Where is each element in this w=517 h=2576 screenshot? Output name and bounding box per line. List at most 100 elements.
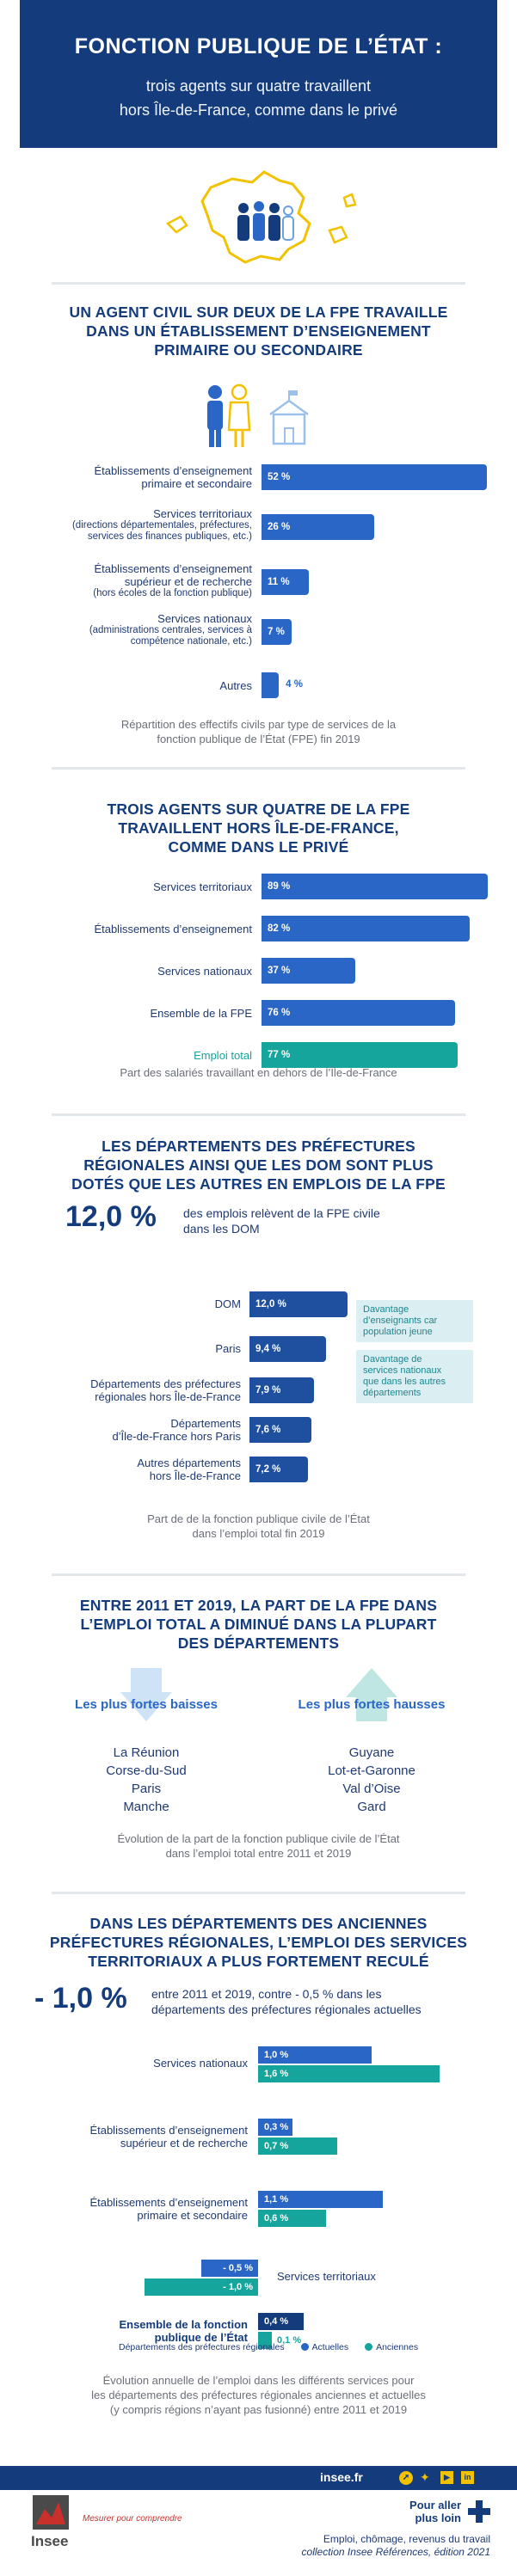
bar-value-label: 76 % — [268, 1008, 291, 1018]
bar-label: Paris — [34, 1342, 241, 1355]
youtube-icon[interactable]: ▶ — [440, 2471, 453, 2484]
bar-value-label: - 1,0 % — [223, 2282, 253, 2292]
label-line: Services nationaux — [157, 612, 252, 625]
bar: 77 % — [262, 1042, 458, 1068]
bar-value-label: 89 % — [268, 881, 291, 892]
text-line: dans les DOM — [183, 1222, 260, 1236]
highest-title: Les plus fortes hausses — [298, 1697, 446, 1712]
bar-value-label: 37 % — [268, 966, 291, 976]
section5-big-text: entre 2011 et 2019, contre - 0,5 % dans … — [151, 1986, 422, 2017]
bar-value-label: 7,2 % — [255, 1464, 281, 1475]
label-line: Services territoriaux — [153, 507, 252, 520]
caption-line: fonction publique de l’État (FPE) fin 20… — [157, 733, 360, 745]
label-line: Paris — [215, 1342, 241, 1355]
insee-tagline: Mesurer pour comprendre — [83, 2514, 182, 2524]
bar: 82 % — [262, 916, 471, 941]
bar-value-label: 1,1 % — [264, 2194, 289, 2205]
bar: - 0,5 % — [201, 2260, 258, 2277]
reference[interactable]: Emploi, chômage, revenus du travail coll… — [258, 2533, 490, 2559]
title-line: COMME DANS LE PRIVÉ — [168, 838, 349, 856]
caption-line: Répartition des effectifs civils par typ… — [120, 718, 397, 731]
bar-label: Services nationaux — [34, 2057, 248, 2070]
bar: 7,6 % — [249, 1417, 312, 1443]
bar: 89 % — [262, 874, 488, 899]
bar — [262, 672, 280, 698]
section5-caption: Évolution annuelle de l’emploi dans les … — [52, 2373, 465, 2417]
site-link[interactable]: insee.fr — [320, 2470, 363, 2484]
label-line: Départements des préfectures — [90, 1377, 241, 1390]
page-subtitle: trois agents sur quatre travaillent hors… — [20, 74, 497, 122]
reference-line: collection Insee Références, édition 202… — [301, 2546, 490, 2558]
label-line: Services territoriaux — [277, 2270, 376, 2283]
note-teachers: Davantage d’enseignants car population j… — [356, 1300, 473, 1342]
bar-label: Services territoriaux (directions départe… — [34, 507, 252, 543]
bar-value-label: 9,4 % — [255, 1344, 281, 1354]
label-line: Services nationaux — [153, 2057, 248, 2070]
bar-label: Ensemble de la fonction publique de l’Éta… — [34, 2318, 248, 2344]
france-map-illustration — [165, 170, 357, 264]
title-line: RÉGIONALES AINSI QUE LES DOM SONT PLUS — [83, 1156, 434, 1174]
label-line: Autres — [219, 679, 252, 692]
label-line: publique de l’État — [154, 2331, 248, 2344]
legend-former-swatch — [365, 2343, 373, 2351]
bar: - 1,0 % — [145, 2279, 258, 2296]
title-line: PRIMAIRE OU SECONDAIRE — [154, 341, 363, 359]
bar: 52 % — [262, 464, 487, 490]
bar-value-label: 4 % — [286, 679, 303, 690]
bar-label: DOM — [34, 1297, 241, 1310]
bar-label: Services nationaux (administrations centr… — [34, 612, 252, 647]
separator — [52, 1573, 465, 1576]
share-icon[interactable]: ➚ — [399, 2471, 413, 2485]
insee-logo-icon — [33, 2495, 69, 2530]
more-line: Pour aller — [409, 2499, 461, 2512]
lowest-list: La Réunion Corse-du-Sud Paris Manche — [52, 1744, 241, 1816]
agents-group-icon — [237, 201, 294, 241]
label-line: supérieur et de recherche — [124, 575, 252, 588]
bar: 37 % — [262, 958, 356, 984]
bar: 0,6 % — [258, 2210, 327, 2227]
bar-value-label: 77 % — [268, 1050, 291, 1060]
title-line: ENTRE 2011 ET 2019, LA PART DE LA FPE DA… — [79, 1597, 438, 1614]
section5-title: DANS LES DÉPARTEMENTS DES ANCIENNES PRÉF… — [34, 1914, 483, 1971]
twitter-icon[interactable]: ✦ — [420, 2470, 430, 2484]
bar-label: Établissements d’enseignement primaire et… — [34, 464, 252, 490]
legend-current-swatch — [300, 2343, 309, 2351]
teachers-school-icon — [207, 383, 309, 447]
bar-value-label: 12,0 % — [255, 1299, 286, 1309]
label-line: Autres départements — [137, 1457, 241, 1469]
label-line: Ensemble de la fonction — [119, 2318, 248, 2331]
list-item: La Réunion — [113, 1745, 180, 1760]
title-line: TERRITORIAUX A PLUS FORTEMENT RECULÉ — [88, 1953, 429, 1970]
bar-value-label: 52 % — [268, 472, 291, 482]
label-line: Établissements d’enseignement — [94, 464, 252, 477]
bar: 0,3 % — [258, 2119, 292, 2136]
note-line: services nationaux — [363, 1365, 442, 1376]
island-icon — [342, 193, 357, 208]
reference-line: Emploi, chômage, revenus du travail — [323, 2533, 490, 2545]
separator — [52, 1113, 465, 1116]
label-line: primaire et secondaire — [141, 477, 252, 490]
list-item: Gard — [357, 1800, 386, 1814]
note-line: Davantage de — [363, 1354, 422, 1365]
section5-big-figure: - 1,0 % — [34, 1982, 127, 2015]
bar-label: Ensemble de la FPE — [150, 1007, 252, 1020]
bar-value-label: 1,6 % — [264, 2069, 289, 2079]
bar-value-label: - 0,5 % — [223, 2263, 253, 2273]
footer-bar: insee.fr ➚ ✦ ▶ in — [0, 2466, 517, 2490]
section3-title: LES DÉPARTEMENTS DES PRÉFECTURES RÉGIONA… — [34, 1137, 483, 1193]
lowest-title: Les plus fortes baisses — [75, 1697, 218, 1712]
label-line: primaire et secondaire — [137, 2209, 248, 2222]
linkedin-icon[interactable]: in — [461, 2471, 474, 2484]
label-note: (administrations centrales, services à — [89, 625, 252, 635]
label-line: hors Île-de-France — [149, 1469, 241, 1482]
bar: 7,9 % — [249, 1377, 315, 1403]
bar-value-label: 0,6 % — [264, 2213, 289, 2223]
label-line: Établissements d’enseignement — [94, 562, 252, 575]
bar: 76 % — [262, 1000, 455, 1026]
note-line: départements — [363, 1388, 422, 1398]
label-line: Établissements d’enseignement — [89, 2196, 248, 2209]
bar: 9,4 % — [249, 1336, 327, 1362]
bar-value-label: 0,3 % — [264, 2122, 289, 2132]
title-line: LES DÉPARTEMENTS DES PRÉFECTURES — [102, 1138, 415, 1155]
bar-label: Établissements d’enseignement — [94, 923, 252, 935]
